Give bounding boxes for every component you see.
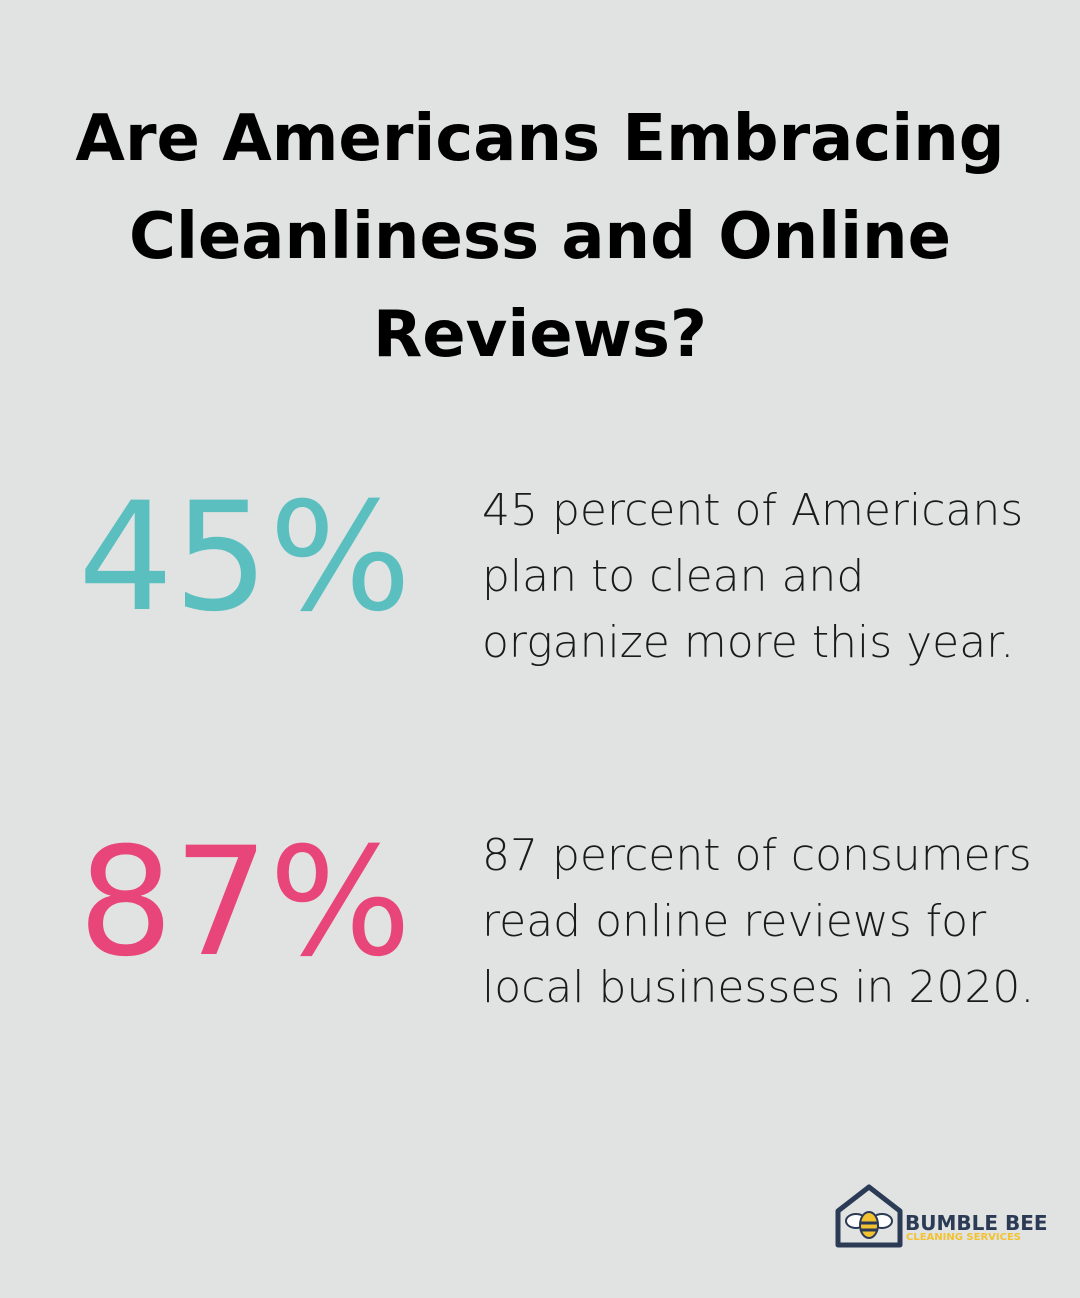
logo-name: BUMBLE BEE <box>905 1211 1048 1235</box>
stat-value: 87% <box>78 816 412 990</box>
stat-value: 45% <box>78 471 412 645</box>
stat-text: 87 percent of consumers read online revi… <box>482 830 1035 1013</box>
stat-text: 45 percent of Americans plan to clean an… <box>482 485 1024 668</box>
title: Are Americans Embracing Cleanliness and … <box>75 102 1005 372</box>
logo-tagline: CLEANING SERVICES <box>906 1232 1021 1243</box>
logo-icon <box>835 1184 903 1248</box>
